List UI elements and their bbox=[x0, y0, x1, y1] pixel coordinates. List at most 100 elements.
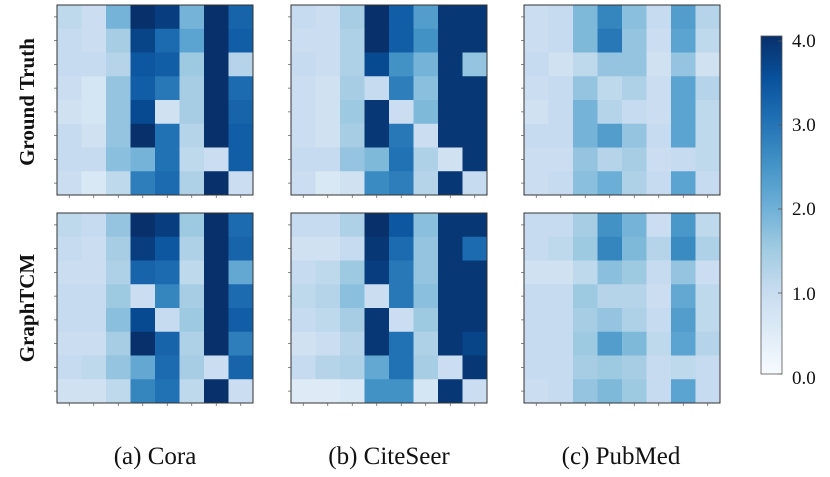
heatmap-cell bbox=[462, 28, 488, 53]
heatmap-cell bbox=[622, 147, 647, 172]
heatmap-cell bbox=[438, 260, 463, 285]
heatmap-cell bbox=[291, 123, 316, 148]
heatmap-cell bbox=[155, 171, 180, 196]
heatmap-cell bbox=[81, 308, 107, 333]
heatmap-cell bbox=[597, 5, 623, 30]
heatmap-cell bbox=[573, 236, 598, 261]
heatmap-cell bbox=[130, 379, 156, 404]
heatmap-cell bbox=[597, 100, 623, 125]
heatmap-cell bbox=[695, 100, 721, 125]
heatmap-cell bbox=[57, 236, 82, 261]
heatmap-cell bbox=[106, 171, 131, 196]
heatmap-cell bbox=[130, 236, 156, 261]
heatmap-cell bbox=[204, 236, 229, 261]
heatmap-cell bbox=[204, 284, 229, 309]
heatmap-cell bbox=[106, 355, 131, 380]
heatmap-cell bbox=[597, 308, 623, 333]
heatmap-cell bbox=[340, 236, 365, 261]
heatmap-cell bbox=[597, 52, 623, 77]
colorbar-tick-label: 2.0 bbox=[792, 199, 816, 220]
heatmap-cell bbox=[389, 52, 414, 77]
heatmap-cell bbox=[228, 260, 254, 285]
heatmap-cell bbox=[548, 331, 574, 356]
heatmap-cell bbox=[106, 147, 131, 172]
heatmap-cell bbox=[179, 123, 205, 148]
heatmap-cell bbox=[179, 5, 205, 30]
heatmap-cell bbox=[389, 147, 414, 172]
heatmap-cell bbox=[413, 284, 439, 309]
heatmap-cell bbox=[462, 213, 488, 238]
heatmap-cell bbox=[646, 171, 672, 196]
heatmap-cell bbox=[597, 331, 623, 356]
heatmap-cell bbox=[413, 100, 439, 125]
heatmap-cell bbox=[106, 123, 131, 148]
heatmap-cell bbox=[204, 52, 229, 77]
heatmap-cell bbox=[228, 123, 254, 148]
heatmap-cell bbox=[389, 284, 414, 309]
heatmap-cell bbox=[573, 379, 598, 404]
heatmap-cell bbox=[622, 355, 647, 380]
heatmap-panels bbox=[54, 4, 721, 406]
heatmap-frame bbox=[56, 212, 254, 404]
heatmap-cell bbox=[524, 76, 549, 101]
heatmap-cell bbox=[438, 379, 463, 404]
heatmap-cell bbox=[597, 284, 623, 309]
heatmap-cell bbox=[57, 28, 82, 53]
heatmap-cell bbox=[462, 123, 488, 148]
heatmap-cell bbox=[646, 147, 672, 172]
heatmap-cell bbox=[438, 171, 463, 196]
heatmap-cell bbox=[548, 213, 574, 238]
heatmap-cell bbox=[646, 260, 672, 285]
column-label-cora: (a) Cora bbox=[114, 443, 197, 470]
heatmap-cell bbox=[646, 28, 672, 53]
heatmap-cell bbox=[573, 28, 598, 53]
heatmap-cell bbox=[228, 28, 254, 53]
heatmap-cell bbox=[462, 236, 488, 261]
heatmap-cell bbox=[622, 213, 647, 238]
heatmap-cell bbox=[438, 76, 463, 101]
heatmap-cell bbox=[340, 147, 365, 172]
heatmap-cell bbox=[179, 355, 205, 380]
heatmap-cell bbox=[130, 52, 156, 77]
heatmap-cell bbox=[548, 260, 574, 285]
heatmap-cell bbox=[646, 76, 672, 101]
heatmap-cell bbox=[364, 100, 390, 125]
heatmap-cell bbox=[413, 147, 439, 172]
heatmap-cell bbox=[57, 284, 82, 309]
heatmap-cell bbox=[622, 52, 647, 77]
heatmap-cell bbox=[524, 308, 549, 333]
heatmap-cell bbox=[291, 5, 316, 30]
heatmap-cell bbox=[291, 331, 316, 356]
heatmap-cell bbox=[597, 213, 623, 238]
heatmap-cell bbox=[340, 355, 365, 380]
heatmap-cell bbox=[204, 5, 229, 30]
heatmap-cell bbox=[204, 308, 229, 333]
heatmap-cell bbox=[622, 236, 647, 261]
heatmap-cell bbox=[413, 5, 439, 30]
heatmap-cell bbox=[179, 76, 205, 101]
heatmap-cell bbox=[573, 123, 598, 148]
heatmap-cell bbox=[389, 171, 414, 196]
heatmap-cell bbox=[340, 331, 365, 356]
heatmap-cell bbox=[228, 379, 254, 404]
heatmap-cell bbox=[130, 28, 156, 53]
heatmap-cell bbox=[57, 355, 82, 380]
heatmap-cell bbox=[548, 28, 574, 53]
heatmap-cell bbox=[315, 284, 341, 309]
heatmap-cell bbox=[340, 5, 365, 30]
heatmap-cell bbox=[106, 379, 131, 404]
heatmap-cell bbox=[622, 379, 647, 404]
heatmap-cell bbox=[81, 171, 107, 196]
heatmap-cell bbox=[597, 379, 623, 404]
heatmap-cell bbox=[597, 123, 623, 148]
heatmap-cell bbox=[646, 236, 672, 261]
heatmap-cell bbox=[438, 123, 463, 148]
heatmap-cell bbox=[695, 213, 721, 238]
heatmap-cell bbox=[671, 100, 696, 125]
heatmap-cell bbox=[573, 100, 598, 125]
heatmap-cell bbox=[438, 147, 463, 172]
heatmap-cell bbox=[573, 76, 598, 101]
heatmap-cell bbox=[671, 284, 696, 309]
heatmap-frame bbox=[523, 4, 721, 196]
heatmap-cell bbox=[155, 236, 180, 261]
